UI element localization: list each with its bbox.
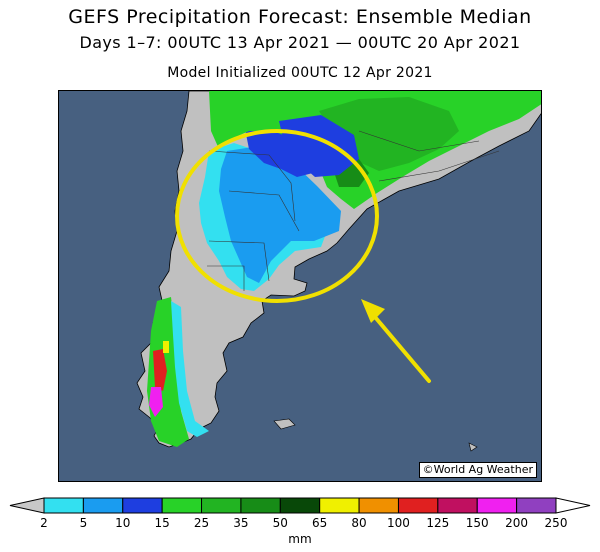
colorbar-swatch — [397, 497, 439, 514]
colorbar-swatch — [476, 497, 518, 514]
precip-chile-magenta — [149, 387, 163, 417]
colorbar-tick-label: 35 — [233, 516, 248, 530]
colorbar-swatch — [161, 497, 203, 514]
colorbar-swatch — [240, 497, 281, 514]
colorbar-swatch — [43, 497, 84, 514]
model-init-line: Model Initialized 00UTC 12 Apr 2021 — [167, 65, 433, 81]
colorbar-low-triangle — [9, 497, 45, 514]
map-subtitle: Days 1–7: 00UTC 13 Apr 2021 — 00UTC 20 A… — [79, 33, 521, 52]
colorbar-tick-label: 150 — [466, 516, 489, 530]
colorbar-tick-label: 125 — [426, 516, 449, 530]
colorbar-swatch — [82, 497, 124, 514]
colorbar-tick-label: 50 — [273, 516, 288, 530]
colorbar-high-triangle — [555, 497, 591, 514]
colorbar-tick-label: 25 — [194, 516, 209, 530]
colorbar: 2 5 10 15 25 35 50 65 80 100 125 150 200 250 mm — [0, 494, 600, 548]
colorbar-tick-label: 250 — [545, 516, 568, 530]
map-title: GEFS Precipitation Forecast: Ensemble Me… — [68, 6, 532, 28]
colorbar-tick-label: 65 — [312, 516, 327, 530]
precip-chile-cyan — [171, 301, 209, 437]
precip-chile-red — [153, 349, 167, 391]
colorbar-swatch — [358, 497, 399, 514]
colorbar-swatch — [122, 497, 163, 514]
colorbar-swatch — [437, 497, 478, 514]
colorbar-swatch — [279, 497, 321, 514]
precip-chile-yellow — [163, 341, 169, 353]
colorbar-swatch — [319, 497, 360, 514]
colorbar-unit: mm — [288, 532, 311, 546]
precip-5-10mm — [219, 146, 341, 283]
colorbar-tick-label: 5 — [80, 516, 88, 530]
province-borders — [207, 130, 500, 291]
pointer-arrow — [361, 299, 431, 383]
colorbar-tick-label: 10 — [115, 516, 130, 530]
colorbar-tick-label: 200 — [505, 516, 528, 530]
colorbar-swatch — [516, 497, 557, 514]
colorbar-tick-label: 15 — [155, 516, 170, 530]
map-canvas — [59, 91, 541, 481]
colorbar-swatch — [201, 497, 242, 514]
colorbar-tick-label: 2 — [40, 516, 48, 530]
colorbar-tick-label: 100 — [387, 516, 410, 530]
islands — [273, 418, 478, 452]
credit-label: ©World Ag Weather — [418, 462, 537, 478]
precip-10-15mm-core — [279, 115, 359, 177]
colorbar-tick-label: 80 — [351, 516, 366, 530]
precipitation-map: ©World Ag Weather — [58, 90, 542, 482]
highlight-circle — [175, 129, 379, 303]
